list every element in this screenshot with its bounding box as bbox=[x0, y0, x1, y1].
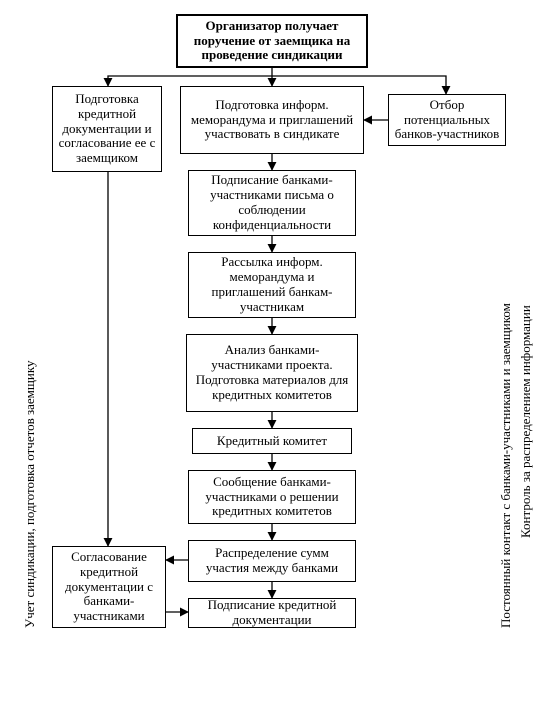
node-n_memo: Подготовка информ. меморандума и приглаш… bbox=[180, 86, 364, 154]
flowchart-stage: Организатор получает поручение от заемщи… bbox=[0, 0, 550, 703]
node-n_sel: Отбор потенциальных банков-участников bbox=[388, 94, 506, 146]
side-label-v_right2: Контроль за распределением информации bbox=[518, 305, 534, 538]
node-n_anal: Анализ банками-участниками проекта. Подг… bbox=[186, 334, 358, 412]
side-label-v_right1: Постоянный контакт с банками-участниками… bbox=[498, 303, 514, 628]
node-n_conf: Подписание банками-участниками письма о … bbox=[188, 170, 356, 236]
node-n_msg: Сообщение банками-участниками о решении … bbox=[188, 470, 356, 524]
node-n_send: Рассылка информ. меморандума и приглашен… bbox=[188, 252, 356, 318]
node-n_agree: Согласование кредитной документации с ба… bbox=[52, 546, 166, 628]
node-n_dist: Распределение сумм участия между банками bbox=[188, 540, 356, 582]
side-label-v_left: Учет синдикации, подготовка отчетов заем… bbox=[22, 361, 38, 629]
node-n_sign: Подписание кредитной документации bbox=[188, 598, 356, 628]
node-n_cc: Кредитный комитет bbox=[192, 428, 352, 454]
node-n_doc: Подготовка кредитной документации и согл… bbox=[52, 86, 162, 172]
node-n_top: Организатор получает поручение от заемщи… bbox=[176, 14, 368, 68]
